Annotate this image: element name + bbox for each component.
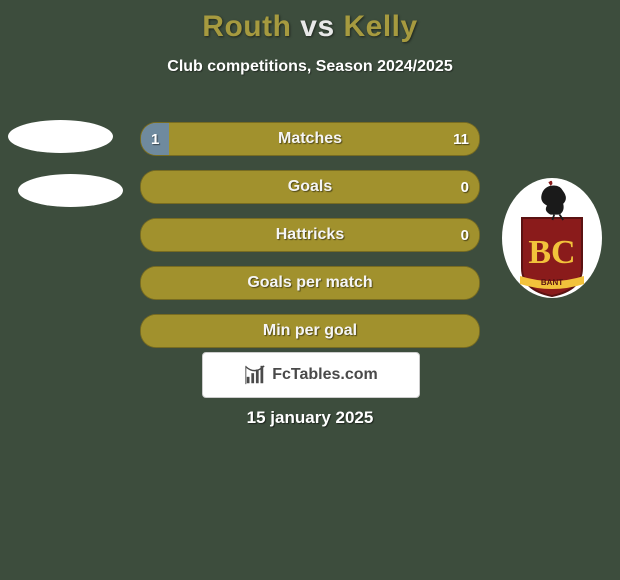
player1-club-placeholder — [18, 174, 123, 207]
stat-label: Hattricks — [141, 219, 479, 251]
stat-value-right: 0 — [461, 219, 469, 251]
stat-row: Min per goal — [140, 314, 480, 348]
vs-label: vs — [300, 10, 334, 43]
stat-value-right: 0 — [461, 171, 469, 203]
svg-text:BC: BC — [528, 234, 575, 271]
stat-row: 1Matches11 — [140, 122, 480, 156]
attribution-text: FcTables.com — [272, 366, 378, 384]
player1-name: Routh — [202, 10, 291, 43]
svg-text:BANT: BANT — [541, 278, 563, 287]
date-text: 15 january 2025 — [0, 408, 620, 428]
stat-row: Hattricks0 — [140, 218, 480, 252]
attribution-badge: FcTables.com — [202, 352, 420, 398]
comparison-infographic: Routh vs Kelly Club competitions, Season… — [0, 0, 620, 580]
subtitle-text: Club competitions, Season 2024/2025 — [0, 58, 620, 76]
stat-row: Goals per match — [140, 266, 480, 300]
comparison-title: Routh vs Kelly — [0, 0, 620, 44]
stat-value-right: 11 — [453, 123, 469, 155]
player2-club-badge: BC BANT — [502, 178, 602, 298]
bar-chart-icon — [244, 364, 266, 386]
player2-name: Kelly — [343, 10, 417, 43]
stat-label: Goals — [141, 171, 479, 203]
player1-avatar-placeholder — [8, 120, 113, 153]
stat-row: Goals0 — [140, 170, 480, 204]
stat-label: Goals per match — [141, 267, 479, 299]
stat-label: Min per goal — [141, 315, 479, 347]
stats-bars: 1Matches11Goals0Hattricks0Goals per matc… — [140, 122, 480, 362]
stat-label: Matches — [141, 123, 479, 155]
